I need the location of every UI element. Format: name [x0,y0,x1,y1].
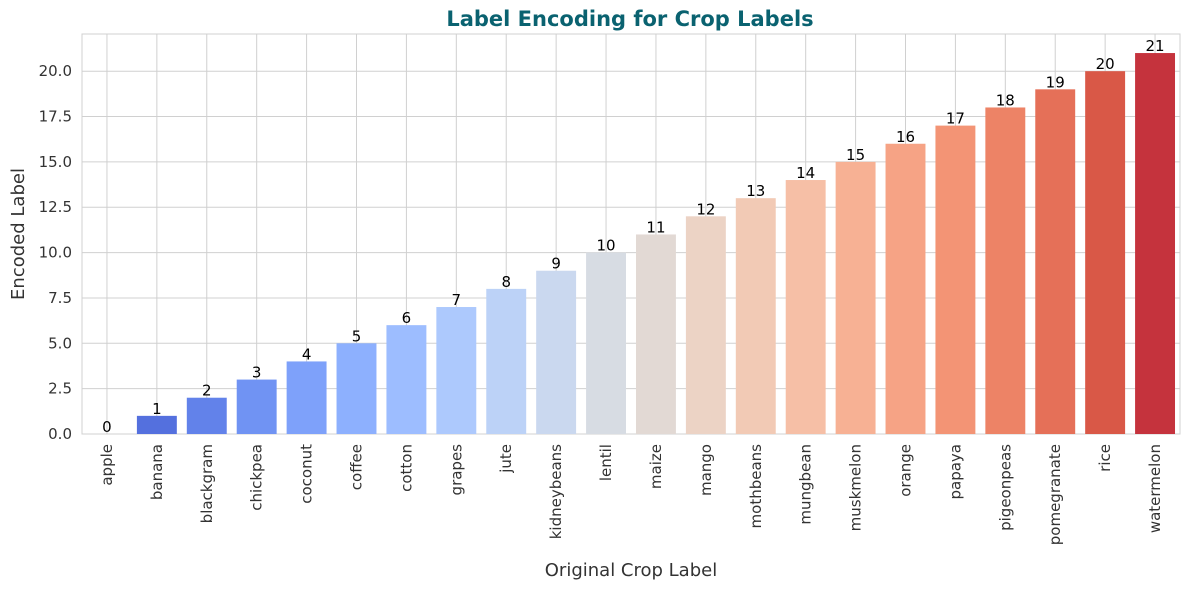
x-tick-label: coffee [348,444,366,490]
bar-value-label: 19 [1046,73,1065,91]
y-tick-label: 0.0 [48,425,72,443]
x-tick-label: jute [497,444,515,474]
bars [136,53,1176,435]
bar-value-label: 6 [402,309,412,327]
x-tick-label: pomegranate [1046,444,1064,545]
x-tick-label: papaya [946,444,964,500]
bar-value-label: 7 [452,291,462,309]
x-tick-label: watermelon [1146,444,1164,533]
x-tick-label: blackgram [198,444,216,523]
x-tick-label: pigeonpeas [996,444,1014,531]
bar-value-label: 11 [646,218,665,236]
bar-value-label: 17 [946,110,965,128]
y-tick-label: 12.5 [39,198,72,216]
bar [785,180,826,434]
bar-value-label: 14 [796,164,815,182]
x-tick-labels: apple banana blackgram chickpea coconut coffe… [98,444,1164,545]
bar [1135,53,1176,435]
bar-value-label: 12 [696,200,715,218]
bar-value-label: 13 [746,182,765,200]
bar-value-label: 1 [152,400,162,418]
x-tick-label: banana [148,444,166,500]
y-tick-label: 15.0 [39,153,72,171]
y-tick-label: 17.5 [39,108,72,126]
y-tick-label: 20.0 [39,62,72,80]
x-tick-label: mungbean [797,444,815,525]
bar [186,397,227,434]
bar-value-label: 15 [846,146,865,164]
bar [536,270,577,434]
bar [1035,89,1076,434]
x-tick-label: orange [897,444,915,497]
bar [486,288,527,434]
x-tick-label: coconut [298,444,316,504]
bar [735,198,776,434]
bar [635,234,676,434]
bar-value-label: 8 [501,273,511,291]
x-tick-label: muskmelon [847,444,865,531]
x-axis-title: Original Crop Label [545,560,717,581]
bar-value-label: 5 [352,327,362,345]
bar-value-label: 9 [551,255,561,273]
bar [286,361,327,434]
bar [885,143,926,435]
bar-value-label: 0 [102,418,112,436]
x-tick-label: lentil [597,444,615,481]
bar [436,307,477,434]
plot-frame [81,33,1181,435]
y-tick-label: 10.0 [39,244,72,262]
x-tick-label: chickpea [248,444,266,511]
x-tick-label: kidneybeans [547,444,565,539]
bar-value-label: 18 [996,91,1015,109]
y-tick-label: 5.0 [48,334,72,352]
x-tick-label: apple [98,444,116,486]
bar [586,252,627,434]
y-tick-labels: 0.0 2.5 5.0 7.5 10.0 12.5 15.0 17.5 20.0 [39,62,72,443]
bar [835,161,876,434]
bar [985,107,1026,434]
bar [935,125,976,434]
bar-value-label: 4 [302,345,312,363]
y-axis-title: Encoded Label [8,168,29,300]
bar-value-label: 10 [596,237,615,255]
bar [386,325,427,434]
x-tick-label: cotton [397,444,415,492]
x-tick-label: mango [697,444,715,496]
x-tick-label: maize [647,444,665,489]
x-tick-label: grapes [447,444,465,496]
y-tick-label: 2.5 [48,380,72,398]
bar [685,216,726,434]
bar-value-label: 20 [1096,55,1115,73]
bar [236,379,277,434]
bar-value-label: 16 [896,128,915,146]
bar-value-label: 3 [252,364,262,382]
x-tick-label: mothbeans [747,444,765,529]
y-tick-label: 7.5 [48,289,72,307]
x-tick-label: rice [1096,444,1114,472]
chart-title: Label Encoding for Crop Labels [446,7,813,31]
bar-value-label: 21 [1145,37,1164,55]
bar [336,343,377,434]
bar-value-label: 2 [202,382,212,400]
bar [136,415,177,434]
bar [1085,71,1126,435]
